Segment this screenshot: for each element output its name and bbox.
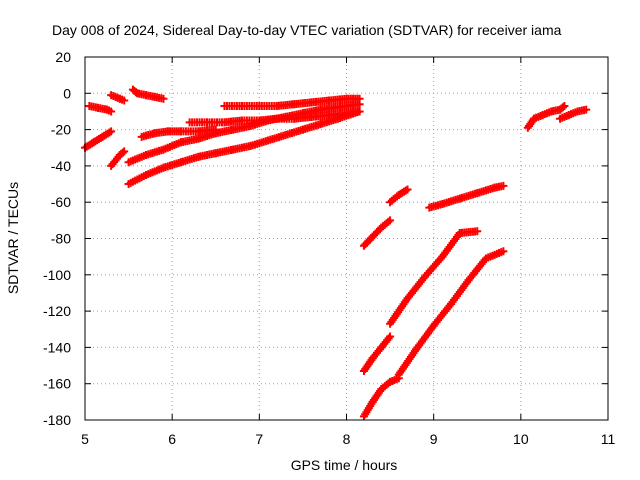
data-point: [211, 125, 220, 134]
data-point: [120, 147, 129, 156]
series-11: [359, 216, 395, 250]
x-axis-title: GPS time / hours: [291, 457, 398, 473]
y-tick-label: -120: [43, 303, 71, 319]
series-9: [185, 107, 364, 127]
x-tick-label: 9: [430, 431, 438, 447]
y-axis-title: SDTVAR / TECUs: [5, 182, 21, 294]
data-point: [120, 96, 129, 105]
series-2: [81, 127, 116, 152]
y-tick-label: -80: [51, 231, 71, 247]
y-tick-label: 20: [55, 49, 71, 65]
chart-title: Day 008 of 2024, Sidereal Day-to-day VTE…: [52, 22, 562, 38]
data-point: [499, 181, 508, 190]
data-point: [107, 107, 116, 116]
x-tick-label: 8: [343, 431, 351, 447]
y-tick-label: -160: [43, 376, 71, 392]
data-point: [473, 227, 482, 236]
series-17: [394, 247, 508, 379]
series-8: [137, 125, 220, 141]
data-point: [582, 105, 591, 114]
series-5: [128, 85, 168, 103]
y-tick-label: -140: [43, 339, 71, 355]
y-tick-label: -100: [43, 267, 71, 283]
data-point: [118, 148, 127, 157]
x-tick-label: 10: [513, 431, 529, 447]
series-1: [85, 102, 116, 116]
y-tick-label: -40: [51, 158, 71, 174]
data-point: [558, 103, 567, 112]
series-12: [386, 185, 412, 207]
series-3: [107, 147, 129, 170]
data-point: [560, 102, 569, 111]
series-16: [359, 374, 403, 421]
data-point: [403, 185, 412, 194]
series-13: [425, 181, 508, 212]
series-19: [556, 105, 591, 123]
series-14: [359, 332, 395, 375]
x-tick-label: 5: [81, 431, 89, 447]
data-point: [355, 94, 364, 103]
series-10: [220, 94, 364, 111]
series-18: [523, 102, 569, 132]
data-points: [81, 85, 591, 421]
y-tick-label: -20: [51, 122, 71, 138]
x-tick-label: 11: [601, 431, 616, 447]
series-15: [386, 227, 482, 328]
axis-ticks: 5 6 7 8 9 10 11 20 0 -20 -40 -60 -80 -100 -120 -140 -160…: [43, 49, 616, 447]
y-tick-label: -180: [43, 412, 71, 428]
x-tick-label: 6: [168, 431, 176, 447]
y-tick-label: -60: [51, 194, 71, 210]
x-tick-label: 7: [255, 431, 263, 447]
data-point: [159, 94, 168, 103]
data-point: [499, 247, 508, 256]
data-point: [386, 332, 395, 341]
y-tick-label: 0: [63, 85, 71, 101]
data-point: [386, 216, 395, 225]
data-point: [107, 127, 116, 136]
data-point: [355, 107, 364, 116]
series-4: [107, 91, 129, 105]
